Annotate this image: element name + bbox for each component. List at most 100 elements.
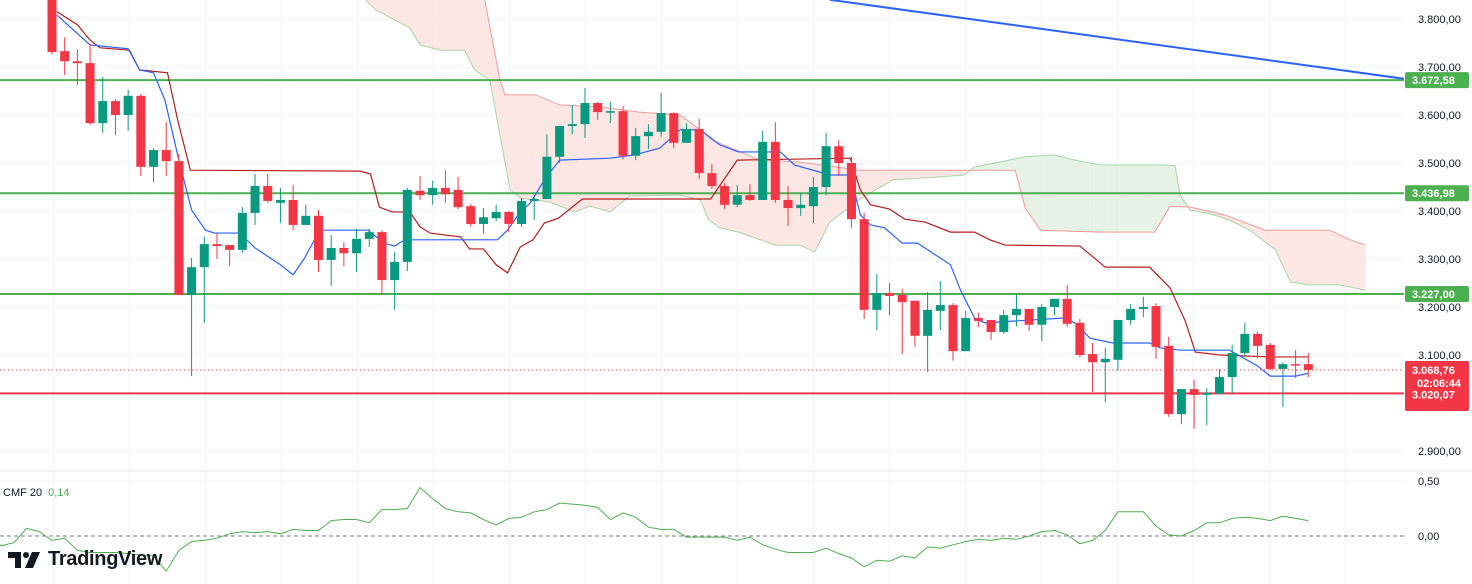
candle-body: [377, 232, 387, 281]
candle-bullish: [923, 292, 933, 372]
candle-body: [1126, 308, 1136, 320]
ichimoku-cloud-segment: [1263, 229, 1267, 243]
candle-body: [72, 61, 82, 64]
candle-bearish: [1151, 303, 1161, 359]
ichimoku-cloud-segment: [650, 112, 655, 196]
ichimoku-cloud-segment: [1095, 163, 1099, 233]
ichimoku-cloud-segment: [1088, 162, 1093, 232]
ichimoku-cloud-segment: [1171, 165, 1175, 207]
ichimoku-cloud-segment: [939, 170, 944, 177]
candle-body: [707, 173, 717, 187]
kijun-sen-line: [56, 11, 1309, 358]
candle-bearish: [161, 122, 171, 176]
ichimoku-cloud-segment: [393, 0, 398, 22]
ichimoku-cloud-segment: [1114, 164, 1118, 233]
ichimoku-cloud-segment: [657, 113, 661, 196]
candle-bullish: [301, 204, 311, 225]
candle-bullish: [123, 90, 133, 131]
ichimoku-cloud-segment: [907, 170, 912, 179]
ichimoku-cloud-segment: [378, 0, 382, 13]
ichimoku-cloud-segment: [419, 0, 424, 46]
ichimoku-cloud-segment: [1282, 230, 1286, 272]
resistance-level-label: 3.227,00: [1412, 289, 1455, 301]
ichimoku-cloud-segment: [917, 170, 922, 179]
cmf-indicator-name: CMF 20: [3, 487, 43, 499]
ichimoku-cloud-segment: [612, 108, 617, 210]
ichimoku-cloud-segment: [1291, 230, 1296, 283]
candle-body: [618, 111, 628, 156]
ichimoku-cloud-segment: [984, 164, 988, 171]
tradingview-logo-text: TradingView: [48, 548, 163, 570]
candle-body: [1303, 364, 1313, 370]
ichimoku-cloud-segment: [1301, 230, 1306, 285]
candle-bearish: [885, 283, 895, 316]
candle-bearish: [897, 288, 907, 355]
ichimoku-cloud-segment: [641, 112, 646, 196]
ichimoku-cloud-segment: [800, 162, 804, 247]
ichimoku-cloud-segment: [898, 170, 903, 180]
ichimoku-cloud-segment: [416, 0, 420, 44]
candle-body: [1278, 364, 1288, 369]
ichimoku-cloud-segment: [387, 0, 392, 18]
ichimoku-cloud-segment: [1275, 230, 1280, 258]
ichimoku-cloud-segment: [536, 95, 541, 201]
candle-bearish: [377, 230, 387, 295]
ichimoku-cloud-segment: [996, 161, 1001, 171]
ichimoku-cloud-segment: [879, 170, 884, 188]
candle-body: [110, 101, 120, 115]
ichimoku-cloud-segment: [403, 0, 408, 27]
ichimoku-cloud-segment: [432, 0, 436, 49]
candle-body: [491, 211, 501, 219]
ichimoku-cloud-segment: [1009, 159, 1014, 171]
ichimoku-cloud-segment: [527, 94, 531, 200]
ichimoku-cloud-segment: [1133, 164, 1137, 233]
candle-body: [669, 113, 679, 143]
candle-body: [390, 261, 400, 281]
candle-body: [98, 101, 108, 124]
ichimoku-cloud-segment: [1104, 164, 1109, 233]
candle-bullish: [428, 180, 438, 205]
ichimoku-cloud-segment: [441, 0, 446, 51]
candle-body: [859, 219, 869, 310]
ichimoku-cloud-segment: [952, 170, 957, 176]
ichimoku-cloud-segment: [1025, 156, 1029, 213]
ichimoku-cloud-segment: [999, 161, 1004, 171]
ichimoku-cloud-segment: [841, 167, 845, 214]
candle-bullish: [1138, 296, 1148, 318]
ichimoku-cloud-segment: [1139, 164, 1144, 233]
ichimoku-cloud-segment: [1333, 231, 1337, 285]
candle-bullish: [1011, 294, 1021, 327]
ichimoku-cloud-segment: [882, 170, 887, 186]
ichimoku-cloud-segment: [565, 105, 569, 210]
ichimoku-cloud-segment: [1256, 227, 1261, 239]
candle-bullish: [1278, 362, 1288, 407]
price-pane: [0, 0, 1404, 429]
ichimoku-cloud-segment: [1168, 165, 1172, 210]
ichimoku-cloud-segment: [606, 107, 611, 212]
ichimoku-cloud-segment: [501, 85, 506, 163]
tradingview-logo[interactable]: TradingView: [8, 548, 162, 571]
candle-body: [1214, 377, 1224, 394]
ichimoku-cloud-segment: [796, 161, 801, 246]
cmf-legend[interactable]: CMF 20 0,14: [3, 487, 70, 499]
candle-bearish: [263, 174, 273, 203]
candle-bullish: [237, 207, 247, 253]
ichimoku-cloud-segment: [1110, 164, 1115, 233]
candle-bullish: [1100, 347, 1110, 403]
candle-bullish: [529, 197, 539, 221]
candle-bullish: [1050, 298, 1060, 316]
ichimoku-cloud-segment: [1149, 164, 1153, 233]
ichimoku-cloud-segment: [1152, 164, 1156, 233]
cmf-line: [0, 486, 1309, 573]
candle-bearish: [85, 43, 95, 126]
candle-body: [745, 195, 755, 200]
candle-body: [1176, 389, 1186, 415]
ichimoku-cloud-segment: [936, 170, 941, 178]
ichimoku-cloud-segment: [1253, 225, 1258, 236]
candle-bearish: [745, 184, 755, 201]
ichimoku-cloud-segment: [1072, 159, 1077, 232]
ichimoku-cloud-segment: [895, 170, 899, 180]
candle-body: [580, 103, 590, 125]
ichimoku-cloud-segment: [1269, 230, 1274, 248]
